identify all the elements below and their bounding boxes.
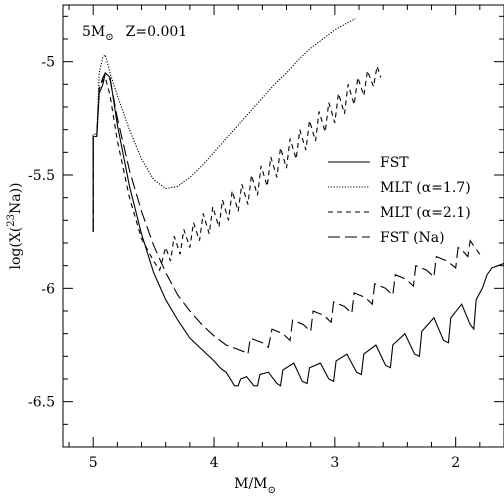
series-line-solid: [92, 71, 504, 387]
legend-label: FST (Na): [380, 230, 445, 246]
series-line-long-dash: [92, 71, 481, 356]
series-line-dotted: [92, 18, 356, 190]
legend-label: FST: [380, 155, 409, 171]
tick-labels: 5 4 3 2 -5 -5.5 -6 -6.5: [28, 55, 460, 471]
x-axis-label: M/M⊙: [234, 476, 276, 496]
legend-label: MLT (α=1.7): [380, 180, 471, 196]
y-tick-label: -5: [41, 55, 55, 71]
plot-frame: [62, 4, 504, 448]
series-line-short-dash: [92, 66, 382, 272]
legend: FST MLT (α=1.7) MLT (α=2.1) FST (Na): [328, 155, 471, 246]
annotation-text: 5M⊙ Z=0.001: [82, 24, 187, 43]
x-tick-label: 2: [451, 455, 460, 471]
y-tick-label: -6.5: [28, 395, 55, 411]
y-axis-label: log(X(23Na)): [6, 182, 24, 269]
axis-ticks: [63, 5, 504, 447]
x-tick-label: 3: [330, 455, 339, 471]
x-tick-label: 5: [89, 455, 98, 471]
y-tick-label: -6: [41, 281, 55, 297]
legend-label: MLT (α=2.1): [380, 205, 471, 221]
x-tick-label: 4: [210, 455, 219, 471]
series-layer: [92, 18, 504, 387]
y-tick-label: -5.5: [28, 168, 55, 184]
